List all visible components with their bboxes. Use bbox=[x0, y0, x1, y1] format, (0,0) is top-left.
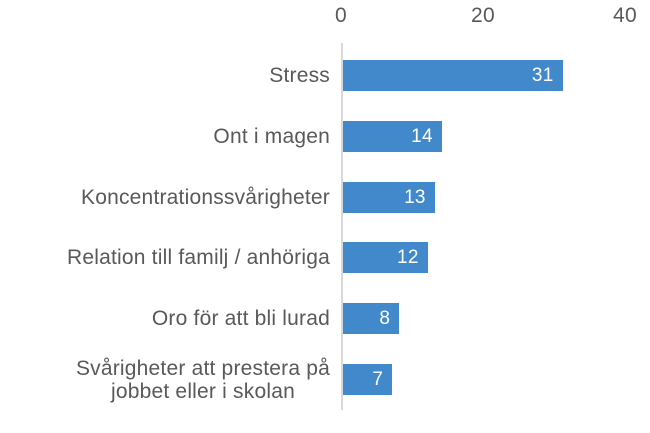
category-label: Relation till familj / anhöriga bbox=[67, 246, 330, 270]
category-label: Stress bbox=[269, 63, 330, 87]
bar-cell: 14 bbox=[330, 120, 650, 152]
category-label-cell: Relation till familj / anhöriga bbox=[0, 246, 330, 269]
chart-row: Relation till familj / anhöriga 12 bbox=[0, 227, 650, 288]
bar-cell: 7 bbox=[330, 364, 650, 396]
bar-value-label: 8 bbox=[379, 308, 391, 330]
bar-cell: 8 bbox=[330, 303, 650, 335]
category-label: Oro för att bli lurad bbox=[151, 307, 330, 331]
bar-value-label: 12 bbox=[396, 247, 419, 269]
category-label-cell: Oro för att bli lurad bbox=[0, 307, 330, 330]
bar: 7 bbox=[342, 364, 393, 396]
x-axis-tick-label: 20 bbox=[471, 4, 495, 27]
x-axis-tick-label: 0 bbox=[335, 4, 347, 27]
category-label: Svårigheter att prestera på jobbet eller… bbox=[75, 356, 330, 403]
y-axis-line bbox=[341, 43, 343, 410]
category-label-cell: Svårigheter att prestera på jobbet eller… bbox=[0, 357, 330, 403]
bar-value-label: 7 bbox=[372, 369, 384, 391]
category-label: Ont i magen bbox=[213, 124, 330, 148]
bar: 14 bbox=[342, 120, 442, 152]
chart-row: Svårigheter att prestera på jobbet eller… bbox=[0, 349, 650, 410]
x-axis: 0 20 40 bbox=[335, 4, 637, 30]
chart-plot-area: Stress 31 Ont i magen 14 Koncentrationss… bbox=[0, 45, 650, 410]
x-axis-tick-label: 40 bbox=[613, 4, 637, 27]
bar-value-label: 31 bbox=[531, 64, 554, 86]
bar-cell: 13 bbox=[330, 181, 650, 213]
bar-value-label: 13 bbox=[404, 186, 426, 208]
bar-cell: 12 bbox=[330, 242, 650, 274]
category-label-cell: Ont i magen bbox=[0, 125, 330, 148]
chart-row: Oro för att bli lurad 8 bbox=[0, 288, 650, 349]
chart-row: Koncentrationssvårigheter 13 bbox=[0, 167, 650, 228]
category-label-cell: Koncentrationssvårigheter bbox=[0, 186, 330, 209]
bar: 8 bbox=[342, 303, 400, 335]
chart-row: Stress 31 bbox=[0, 45, 650, 106]
category-label: Koncentrationssvårigheter bbox=[81, 185, 330, 209]
chart-row: Ont i magen 14 bbox=[0, 106, 650, 167]
category-label-cell: Stress bbox=[0, 64, 330, 87]
bar: 13 bbox=[342, 181, 435, 213]
bar-cell: 31 bbox=[330, 59, 650, 91]
bar: 12 bbox=[342, 242, 428, 274]
bar: 31 bbox=[342, 59, 563, 91]
bar-value-label: 14 bbox=[411, 125, 433, 147]
